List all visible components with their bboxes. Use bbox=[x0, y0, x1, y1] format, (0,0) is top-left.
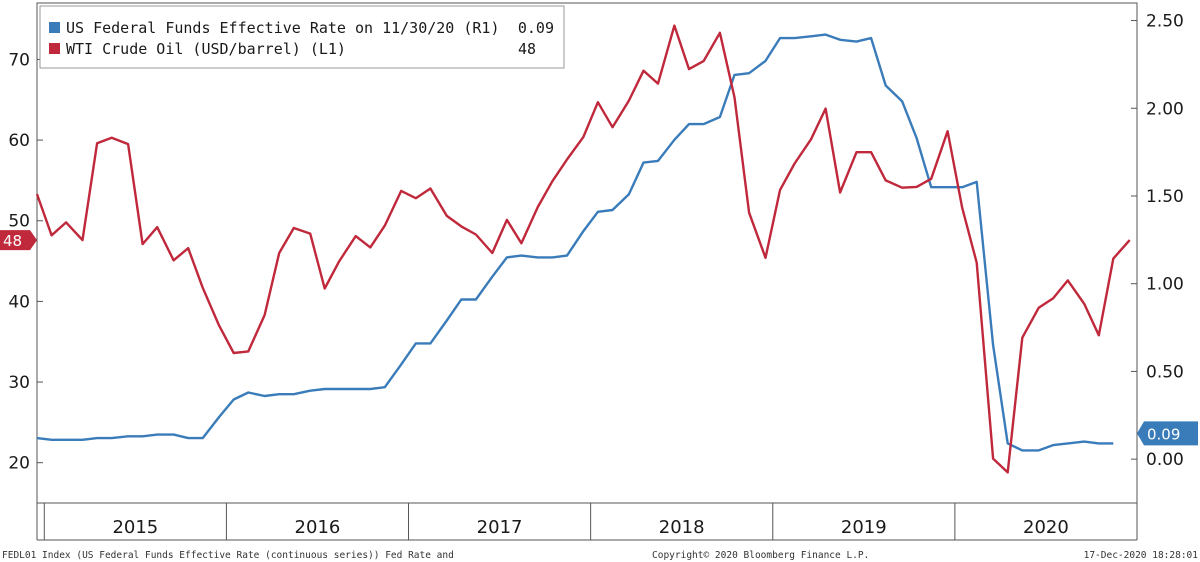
year-label: 2015 bbox=[112, 517, 158, 538]
left-axis: 20 30 40 50 60 70 bbox=[8, 50, 43, 474]
legend-swatch-wti bbox=[49, 43, 60, 54]
right-axis-tick-label: 2.50 bbox=[1146, 12, 1184, 32]
year-label: 2019 bbox=[841, 517, 887, 538]
legend-label-wti: WTI Crude Oil (USD/barrel) (L1) bbox=[66, 40, 346, 58]
right-axis-tick-label: 2.00 bbox=[1146, 99, 1184, 119]
footer-copyright: Copyright© 2020 Bloomberg Finance L.P. bbox=[652, 550, 869, 561]
footer-source: FEDL01 Index (US Federal Funds Effective… bbox=[2, 550, 454, 561]
right-value-badge-text: 0.09 bbox=[1147, 425, 1180, 443]
wti-crude-oil-line bbox=[35, 24, 1131, 474]
right-axis-tick-label: 0.00 bbox=[1146, 450, 1184, 470]
legend-box bbox=[39, 5, 565, 69]
legend-value-wti: 48 bbox=[518, 40, 536, 58]
right-axis-tick-label: 1.50 bbox=[1146, 187, 1184, 207]
year-label: 2018 bbox=[659, 517, 705, 538]
left-axis-tick-label: 50 bbox=[8, 212, 30, 232]
left-axis-tick-label: 60 bbox=[8, 131, 30, 151]
legend: US Federal Funds Effective Rate on 11/30… bbox=[39, 5, 565, 69]
right-axis-tick-label: 1.00 bbox=[1146, 275, 1184, 295]
x-axis: 2015 2016 2017 2018 2019 2020 bbox=[43, 503, 1069, 540]
footer-timestamp: 17-Dec-2020 18:28:01 bbox=[1084, 550, 1199, 561]
left-value-badge-text: 48 bbox=[3, 232, 22, 250]
year-label: 2020 bbox=[1023, 517, 1069, 538]
right-value-badge-shape bbox=[1137, 421, 1198, 446]
legend-swatch-fed-funds bbox=[49, 22, 60, 33]
year-label: 2017 bbox=[477, 517, 523, 538]
legend-value-fed-funds: 0.09 bbox=[518, 19, 554, 37]
legend-label-fed-funds: US Federal Funds Effective Rate on 11/30… bbox=[66, 19, 499, 37]
left-value-badge-shape bbox=[0, 230, 37, 251]
right-value-badge: 0.09 bbox=[1137, 421, 1198, 446]
fed-funds-rate-line bbox=[36, 33, 1114, 452]
left-value-badge: 48 bbox=[0, 230, 37, 251]
right-axis: 0.00 0.50 1.00 1.50 2.00 2.50 bbox=[1131, 12, 1184, 470]
right-axis-tick-label: 0.50 bbox=[1146, 362, 1184, 382]
left-axis-tick-label: 70 bbox=[8, 50, 30, 70]
series-layer bbox=[35, 24, 1131, 474]
left-axis-tick-label: 30 bbox=[8, 373, 30, 393]
left-axis-tick-label: 40 bbox=[8, 292, 30, 312]
year-label: 2016 bbox=[295, 517, 341, 538]
left-axis-tick-label: 20 bbox=[8, 454, 30, 474]
plot-area bbox=[36, 2, 1138, 504]
